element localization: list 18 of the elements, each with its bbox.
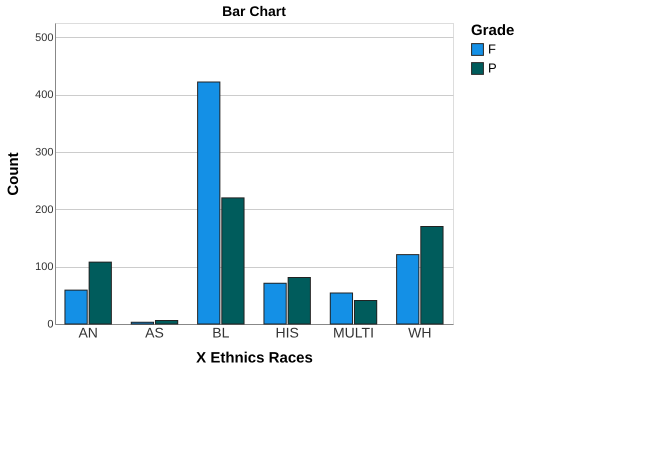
y-tick-label: 0 [47,318,54,330]
x-axis-title: X Ethnics Races [196,350,313,366]
y-tick-label: 400 [35,89,54,102]
legend-title: Grade [471,22,514,39]
y-tick-label: 300 [35,146,54,158]
y-tick-label: 200 [35,204,54,216]
y-tick-label: 500 [35,32,54,44]
x-tick-label: AN [78,324,98,340]
x-tick-label: BL [212,324,230,340]
legend-label: P [488,60,497,76]
y-axis-title: Count [5,152,22,196]
x-tick-label: HIS [275,324,299,340]
x-tick-label: MULTI [333,324,374,340]
x-tick-label: AS [145,324,164,340]
chart-title: Bar Chart [222,3,286,19]
y-tick-label: 100 [35,261,54,274]
x-tick-label: WH [408,324,432,340]
legend-label: F [488,42,496,56]
